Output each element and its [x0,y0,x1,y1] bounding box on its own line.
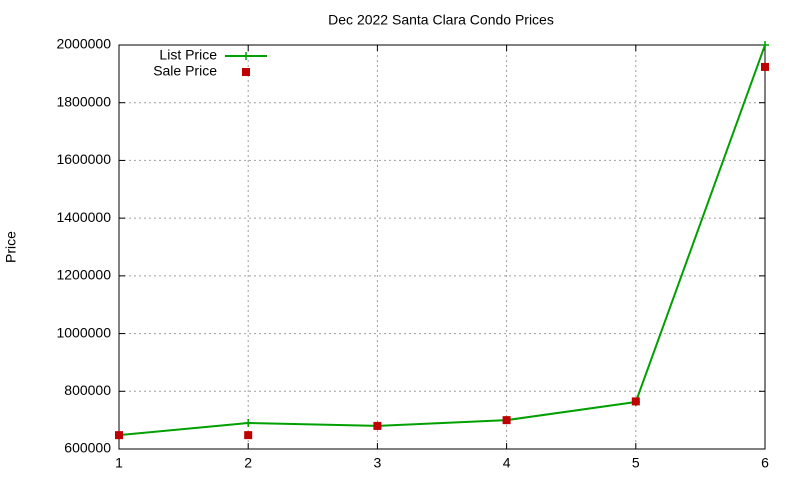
marker [244,419,253,428]
marker [631,397,640,406]
y-tick-label: 1600000 [56,151,111,167]
legend-marker [242,68,250,76]
x-tick-label: 4 [503,455,511,471]
marker [244,431,253,440]
marker [761,62,769,71]
y-tick-label: 1000000 [56,324,111,340]
y-tick-label: 2000000 [56,36,111,52]
x-tick-label: 1 [115,455,123,471]
plot-frame [118,44,766,450]
legend-label: List Price [159,47,217,63]
x-tick-label: 2 [244,455,252,471]
y-tick-label: 1400000 [56,209,111,225]
y-tick-label: 1200000 [56,267,111,283]
legend-label: Sale Price [153,63,217,79]
chart-title: Dec 2022 Santa Clara Condo Prices [328,12,554,28]
x-tick-label: 5 [632,455,640,471]
y-axis-label: Price [3,231,19,263]
legend-marker [242,52,250,60]
marker [502,416,511,425]
series-line [118,44,766,437]
marker [373,421,382,430]
y-tick-label: 1800000 [56,93,111,109]
y-tick-label: 600000 [64,440,111,456]
y-tick-label: 800000 [64,382,111,398]
x-tick-label: 6 [761,455,769,471]
x-tick-label: 3 [374,455,382,471]
marker [115,431,123,440]
marker [761,41,769,49]
